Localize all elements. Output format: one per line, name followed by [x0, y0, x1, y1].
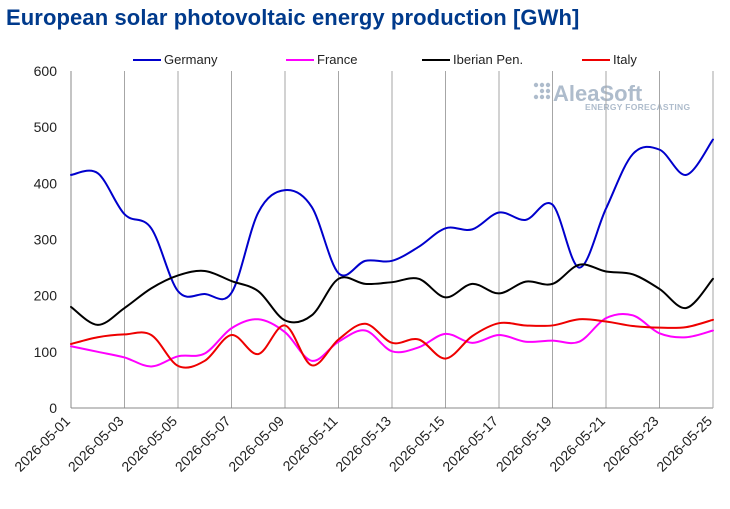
x-tick-label: 2026-05-09 [225, 413, 287, 475]
y-tick-label: 500 [34, 119, 58, 135]
legend-label-iberian-pen: Iberian Pen. [453, 52, 523, 67]
series-lines [70, 138, 714, 369]
y-tick-label: 400 [34, 175, 58, 191]
watermark-tagline: ENERGY FORECASTING [585, 102, 690, 112]
legend-label-germany: Germany [164, 52, 218, 67]
x-tick-label: 2026-05-25 [653, 413, 715, 475]
aleasoft-logo-dots-icon [533, 82, 551, 100]
aleasoft-watermark: AleaSoft ENERGY FORECASTING [533, 81, 690, 112]
x-tick-label: 2026-05-11 [279, 413, 340, 474]
x-tick-label: 2026-05-03 [65, 413, 127, 475]
chart-title: European solar photovoltaic energy produ… [6, 5, 580, 30]
y-tick-label: 100 [34, 344, 58, 360]
y-axis-tick-labels: 0 100 200 300 400 500 600 [34, 63, 58, 416]
x-tick-label: 2026-05-21 [546, 413, 608, 475]
x-tick-label: 2026-05-13 [332, 413, 394, 475]
y-tick-label: 200 [34, 288, 58, 304]
vertical-gridlines [124, 71, 660, 408]
series-line-italy [70, 318, 714, 369]
y-tick-label: 300 [34, 232, 58, 248]
watermark-brand: AleaSoft [553, 81, 643, 106]
x-tick-label: 2026-05-17 [439, 413, 501, 475]
x-tick-label: 2026-05-01 [11, 413, 73, 475]
x-tick-label: 2026-05-19 [493, 413, 555, 475]
x-axis-tick-labels: 2026-05-012026-05-032026-05-052026-05-07… [11, 413, 715, 475]
x-tick-label: 2026-05-15 [386, 413, 448, 475]
x-tick-label: 2026-05-23 [600, 413, 662, 475]
legend-label-italy: Italy [613, 52, 637, 67]
y-tick-label: 600 [34, 63, 58, 79]
series-line-iberian-pen [70, 263, 714, 326]
y-tick-label: 0 [49, 400, 57, 416]
series-line-germany [70, 138, 714, 301]
x-tick-label: 2026-05-05 [118, 413, 180, 475]
legend: Germany France Iberian Pen. Italy [133, 52, 637, 67]
legend-label-france: France [317, 52, 357, 67]
x-tick-label: 2026-05-07 [172, 413, 234, 475]
axes [70, 71, 714, 409]
series-line-france [70, 312, 714, 368]
